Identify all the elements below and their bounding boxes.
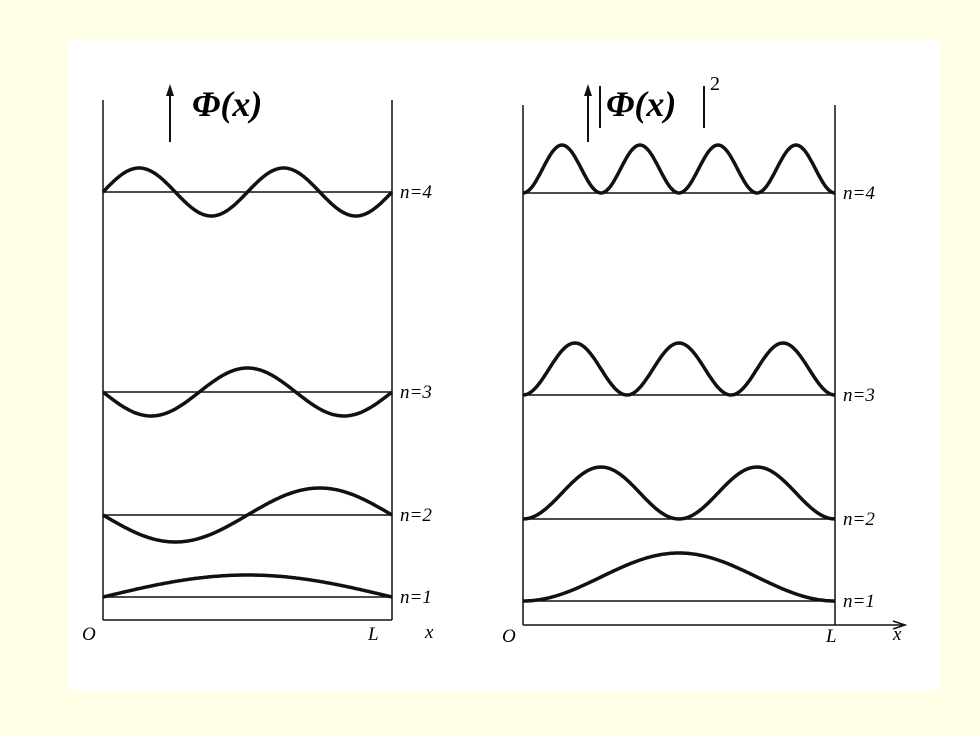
level-label: n=1	[400, 587, 432, 608]
wave-curve	[522, 465, 836, 521]
level-label: n=4	[400, 182, 432, 203]
level-label: n=3	[400, 382, 432, 403]
left-title: Φ(x)	[192, 84, 262, 124]
wave-curve	[522, 143, 836, 195]
panel	[68, 40, 940, 690]
wave-curve	[102, 573, 393, 599]
right-title: Φ(x)	[606, 84, 676, 124]
origin-label: O	[502, 626, 516, 647]
level-label: n=4	[843, 183, 875, 204]
wave-curve	[101, 166, 394, 218]
axis-label: x	[892, 624, 902, 645]
level-label: n=1	[843, 591, 875, 612]
level-label: n=3	[843, 385, 875, 406]
axis-arrow	[892, 620, 908, 630]
level-label: n=2	[843, 509, 875, 530]
end-label: L	[367, 624, 379, 645]
wave-curve	[522, 551, 836, 603]
wave-curve	[102, 486, 393, 544]
arrow-head	[584, 84, 592, 96]
exponent: 2	[710, 73, 720, 95]
axis-label: x	[424, 622, 434, 643]
level-label: n=2	[400, 505, 432, 526]
arrow-head	[166, 84, 174, 96]
wave-curve	[101, 366, 394, 418]
wave-curve	[522, 341, 836, 397]
origin-label: O	[82, 624, 96, 645]
end-label: L	[825, 626, 837, 647]
